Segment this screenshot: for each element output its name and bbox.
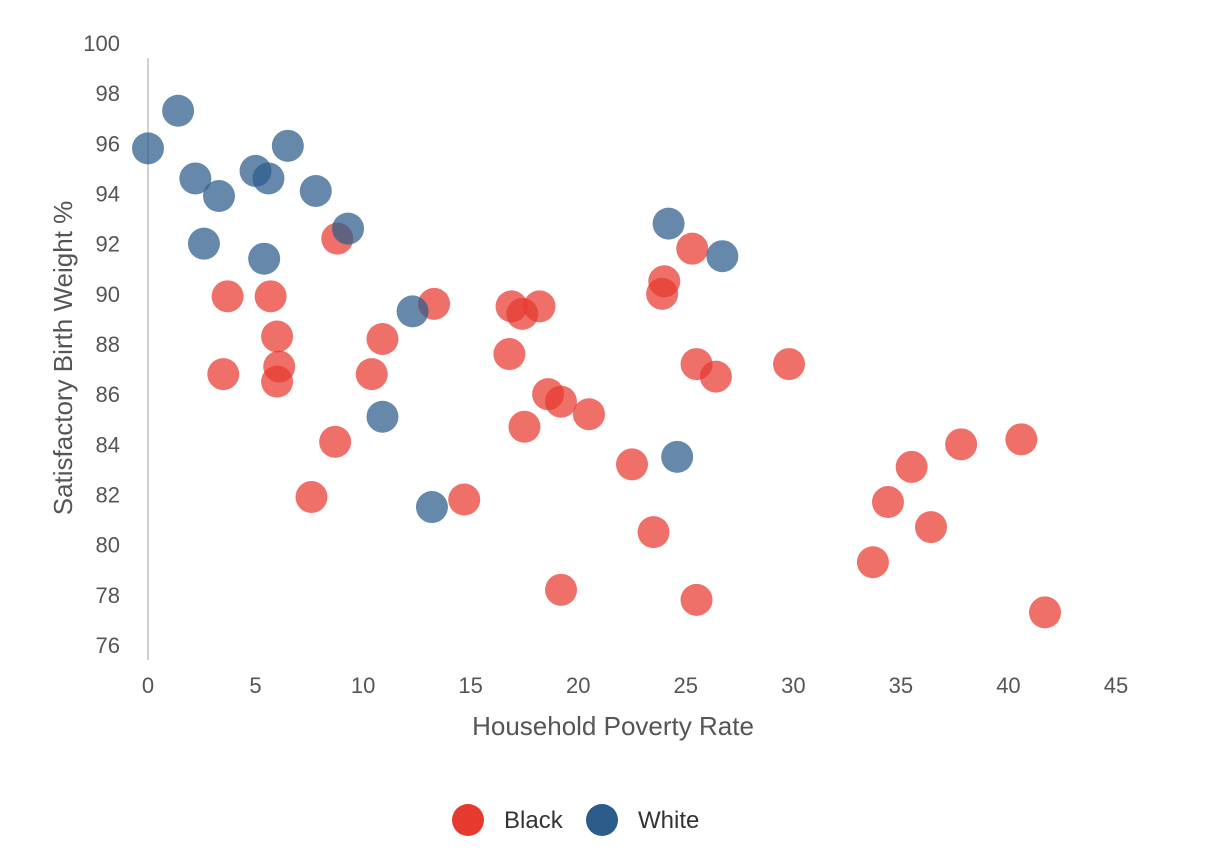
x-tick-label: 45 (1104, 673, 1128, 698)
data-point-white (187, 227, 220, 260)
legend: Black White (452, 804, 699, 836)
data-point-white (248, 242, 281, 275)
data-point-white (652, 207, 685, 240)
data-point-white (332, 212, 365, 245)
data-point-white (661, 440, 694, 473)
data-point-black (1029, 596, 1062, 629)
y-tick-label: 96 (96, 131, 120, 156)
x-tick-label: 5 (249, 673, 261, 698)
x-tick-label: 20 (566, 673, 590, 698)
legend-marker-white (586, 804, 618, 836)
data-point-white (162, 94, 195, 127)
y-tick-label: 76 (96, 633, 120, 658)
data-points (132, 94, 1062, 629)
data-point-black (295, 481, 328, 514)
data-point-black (699, 360, 732, 393)
x-tick-label: 0 (142, 673, 154, 698)
y-axis-title: Satisfactory Birth Weight % (48, 201, 78, 516)
data-point-white (252, 162, 285, 195)
x-tick-label: 40 (996, 673, 1020, 698)
y-tick-label: 78 (96, 583, 120, 608)
data-point-black (895, 450, 928, 483)
y-tick-label: 90 (96, 282, 120, 307)
x-tick-label: 30 (781, 673, 805, 698)
data-point-black (676, 232, 709, 265)
data-point-white (706, 240, 739, 273)
data-point-black (366, 322, 399, 355)
data-point-black (207, 358, 240, 391)
data-point-white (202, 180, 235, 213)
data-point-black (616, 448, 648, 481)
data-point-black (945, 428, 978, 461)
data-point-black (448, 483, 481, 516)
data-point-black (523, 290, 556, 323)
y-tick-label: 100 (83, 31, 120, 56)
data-point-black (211, 280, 244, 313)
legend-marker-black (452, 804, 484, 836)
x-axis-ticks: 0 5 10 15 20 25 30 35 40 45 (142, 673, 1128, 698)
data-point-black (261, 365, 294, 398)
data-point-black (254, 280, 287, 313)
data-point-white (271, 129, 304, 162)
y-tick-label: 92 (96, 232, 120, 257)
x-tick-label: 10 (351, 673, 375, 698)
legend-label-black: Black (504, 807, 564, 834)
x-tick-label: 15 (458, 673, 482, 698)
data-point-black (680, 583, 713, 616)
y-tick-label: 80 (96, 533, 120, 558)
data-point-white (415, 491, 448, 524)
data-point-white (366, 400, 399, 433)
data-point-black (319, 425, 352, 458)
y-tick-label: 94 (96, 182, 120, 207)
legend-label-white: White (638, 807, 699, 834)
y-tick-label: 88 (96, 332, 120, 357)
data-point-black (545, 573, 578, 606)
data-point-black (646, 277, 679, 310)
data-point-white (132, 132, 164, 165)
data-point-black (637, 516, 670, 549)
data-point-black (915, 511, 948, 544)
y-tick-label: 84 (96, 432, 120, 457)
x-tick-label: 35 (889, 673, 913, 698)
data-point-white (179, 162, 212, 195)
x-tick-label: 25 (674, 673, 698, 698)
y-tick-label: 98 (96, 81, 120, 106)
y-axis-ticks: 76 78 80 82 84 86 88 90 92 94 96 98 100 (83, 31, 120, 658)
data-point-black (355, 358, 388, 391)
data-point-black (773, 348, 806, 381)
x-axis-title: Household Poverty Rate (472, 711, 754, 741)
data-point-white (299, 174, 332, 207)
data-point-black (261, 320, 294, 353)
data-point-black (493, 338, 526, 371)
y-tick-label: 82 (96, 483, 120, 508)
y-tick-label: 86 (96, 382, 120, 407)
data-point-black (508, 410, 541, 443)
data-point-black (545, 385, 578, 418)
data-point-white (396, 295, 429, 328)
data-point-black (871, 486, 904, 519)
data-point-black (572, 398, 605, 431)
data-point-black (1005, 423, 1038, 456)
data-point-black (856, 546, 889, 579)
